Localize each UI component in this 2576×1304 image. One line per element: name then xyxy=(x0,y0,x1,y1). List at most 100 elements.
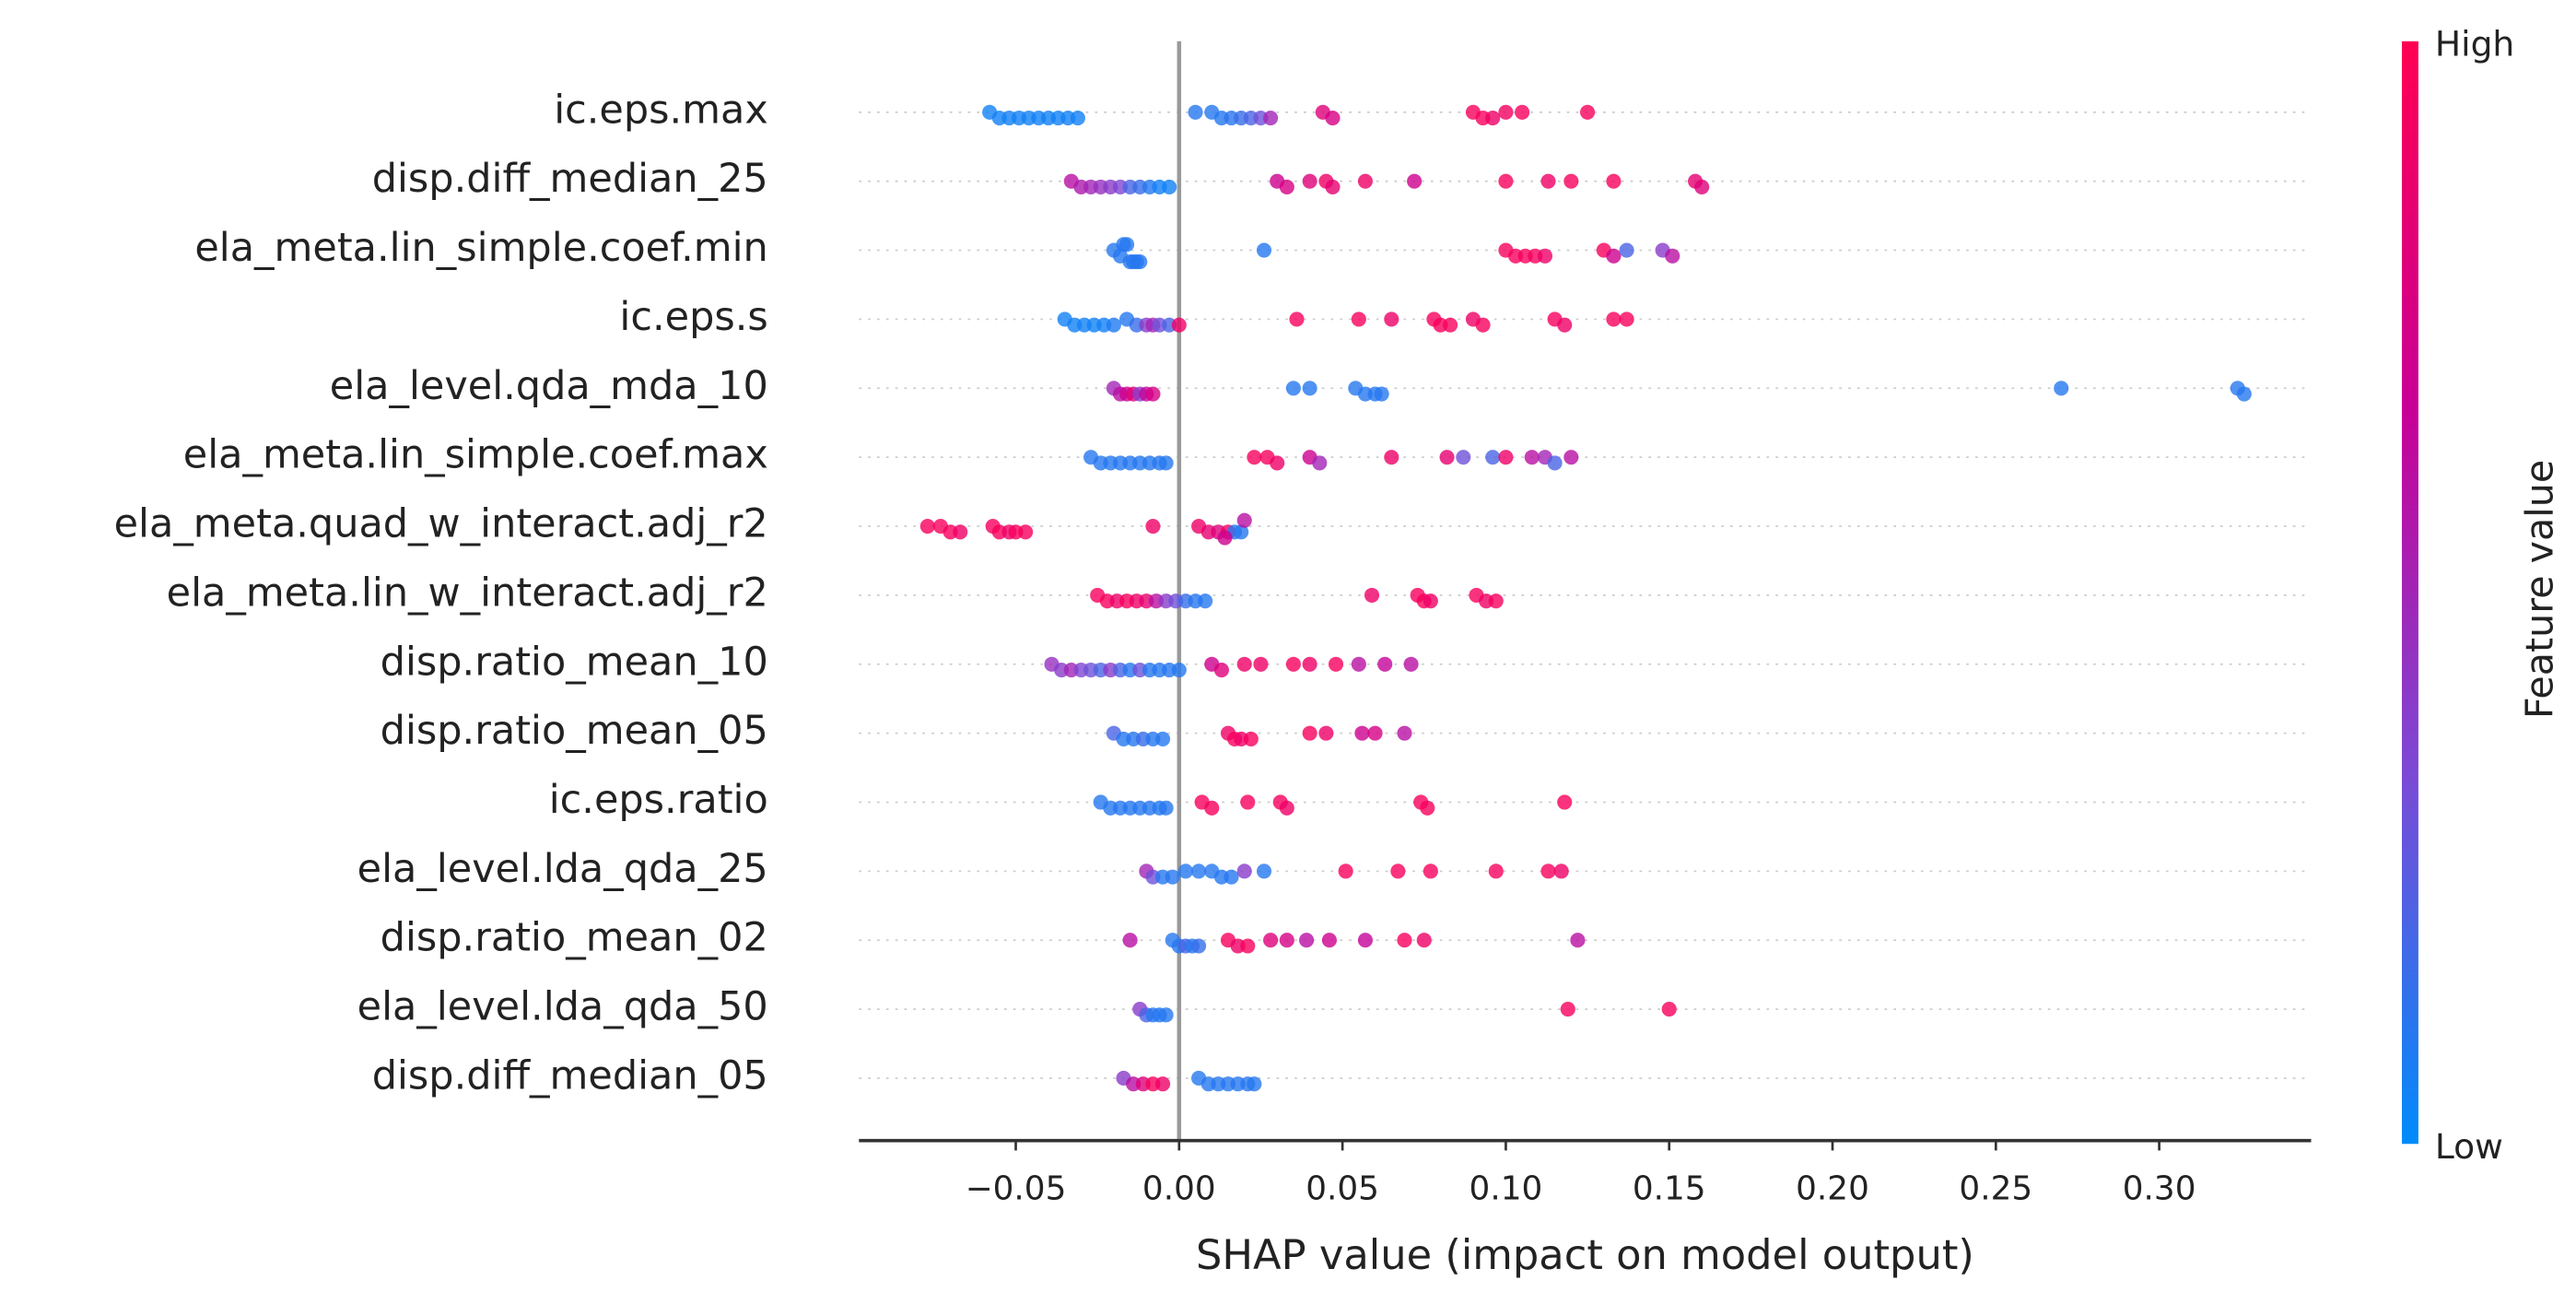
x-tick-label: 0.20 xyxy=(1796,1169,1869,1207)
shap-point xyxy=(1557,317,1573,333)
shap-point xyxy=(1439,450,1455,465)
shap-point xyxy=(1619,311,1634,327)
shap-point xyxy=(1158,1007,1174,1023)
shap-point xyxy=(1302,656,1317,672)
shap-point xyxy=(1155,1076,1171,1092)
shap-point xyxy=(1384,311,1399,327)
shap-point xyxy=(1188,104,1203,120)
shap-point xyxy=(1302,725,1317,741)
y-tick-label: ela_meta.lin_simple.coef.min xyxy=(194,225,767,271)
shap-point xyxy=(1367,725,1383,741)
shap-point xyxy=(1475,317,1491,333)
y-tick-label: ic.eps.ratio xyxy=(549,777,768,823)
shap-point xyxy=(1243,731,1259,746)
colorbar xyxy=(2402,41,2418,1145)
shap-point xyxy=(1563,450,1579,465)
shap-point xyxy=(1328,656,1344,672)
shap-point xyxy=(1122,933,1138,948)
shap-point xyxy=(1557,794,1573,810)
shap-point xyxy=(1279,179,1294,194)
shap-point xyxy=(1515,104,1530,120)
shap-point xyxy=(1416,933,1432,948)
shap-point xyxy=(1018,524,1034,540)
shap-point xyxy=(1177,863,1193,879)
shap-point xyxy=(1397,725,1412,741)
shap-point xyxy=(1325,111,1341,126)
shap-point xyxy=(1285,656,1301,672)
shap-point xyxy=(1256,863,1272,879)
shap-point xyxy=(1217,530,1233,546)
shap-point xyxy=(1191,863,1207,879)
shap-point xyxy=(1485,111,1501,126)
shap-point xyxy=(1191,938,1207,954)
shap-point xyxy=(1224,869,1239,885)
shap-point xyxy=(1498,450,1514,465)
shap-point xyxy=(1384,450,1399,465)
shap-point xyxy=(1619,242,1634,258)
shap-point xyxy=(1665,248,1680,264)
shap-point xyxy=(1357,933,1373,948)
shap-point xyxy=(1234,524,1249,540)
shap-point xyxy=(953,524,968,540)
x-tick-label: 0.15 xyxy=(1633,1169,1706,1207)
shap-point xyxy=(919,518,935,535)
shap-point xyxy=(1158,455,1174,471)
shap-point xyxy=(1540,863,1556,879)
shap-point xyxy=(1204,800,1220,816)
shap-point xyxy=(2054,381,2069,396)
shap-point xyxy=(1285,381,1301,396)
shap-point xyxy=(1213,662,1229,678)
shap-point xyxy=(1553,863,1569,879)
shap-point xyxy=(1240,794,1256,810)
shap-point xyxy=(1289,311,1305,327)
shap-point xyxy=(1247,1076,1262,1092)
shap-point xyxy=(1338,863,1353,879)
shap-point xyxy=(1263,111,1279,126)
shap-point xyxy=(1236,512,1252,528)
shap-point xyxy=(1357,173,1373,189)
shap-point xyxy=(1537,248,1553,264)
shap-point xyxy=(1321,933,1337,948)
y-tick-label: disp.ratio_mean_10 xyxy=(381,639,768,685)
shap-point xyxy=(1563,173,1579,189)
shap-point xyxy=(1560,1002,1575,1017)
shap-point xyxy=(1374,386,1389,402)
shap-point xyxy=(1390,863,1406,879)
shap-point xyxy=(1606,311,1622,327)
shap-point xyxy=(1165,869,1180,885)
shap-point xyxy=(1540,173,1556,189)
y-tick-label: ic.eps.s xyxy=(619,294,767,340)
y-tick-label: ela_meta.quad_w_interact.adj_r2 xyxy=(114,501,768,547)
shap-point xyxy=(1524,450,1540,465)
y-tick-label: ic.eps.max xyxy=(554,87,768,133)
shap-point xyxy=(1132,254,1148,270)
shap-point xyxy=(1351,656,1366,672)
x-axis-label: SHAP value (impact on model output) xyxy=(1196,1230,1974,1279)
y-tick-label: disp.ratio_mean_05 xyxy=(381,708,768,754)
shap-point xyxy=(1240,938,1256,954)
shap-point xyxy=(1364,587,1380,603)
shap-point xyxy=(1403,656,1419,672)
shap-point xyxy=(1145,386,1161,402)
shap-point xyxy=(1119,237,1135,253)
shap-point xyxy=(1351,311,1366,327)
shap-point xyxy=(1606,248,1622,264)
x-tick-label: −0.05 xyxy=(966,1169,1067,1207)
shap-point xyxy=(1498,173,1514,189)
shap-point xyxy=(1423,593,1438,609)
shap-point xyxy=(1318,725,1334,741)
shap-point xyxy=(1661,1002,1677,1017)
shap-point xyxy=(1377,656,1393,672)
shap-point xyxy=(1171,662,1187,678)
shap-point xyxy=(1171,317,1187,333)
shap-point xyxy=(1606,173,1622,189)
shap-point xyxy=(1423,863,1438,879)
shap-point xyxy=(1302,381,1317,396)
shap-point xyxy=(1570,933,1586,948)
shap-point xyxy=(1547,455,1563,471)
shap-point xyxy=(1279,800,1294,816)
shap-point xyxy=(1302,173,1317,189)
shap-point xyxy=(1694,179,1710,194)
